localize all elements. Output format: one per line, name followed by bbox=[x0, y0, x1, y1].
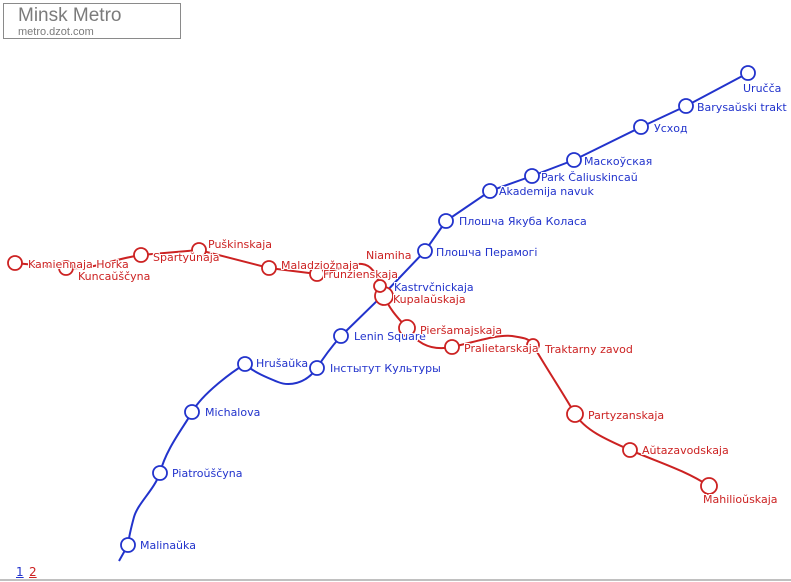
station-label-lenin-square: Lenin Square bbox=[354, 330, 426, 343]
station-marker-puskinskaja bbox=[191, 242, 207, 258]
station-label-kuncauscyna: Kuncaŭščyna bbox=[78, 270, 151, 283]
station-marker-park-caliuskincau bbox=[524, 168, 540, 184]
station-marker-urucca bbox=[740, 65, 756, 81]
station-label-barysauski-trakt: Barysaŭski trakt bbox=[697, 101, 787, 114]
station-label-instytut-kultury: Інстытут Культуры bbox=[330, 362, 441, 375]
station-marker-instytut-kultury bbox=[309, 360, 325, 376]
station-label-kamiennaja-horka: Kamiennaja Horka bbox=[28, 258, 129, 271]
station-label-plosca-jakuba-kolasa: Плошча Якуба Коласа bbox=[459, 215, 587, 228]
station-marker-barysauski-trakt bbox=[678, 98, 694, 114]
station-label-mahiliouskaja: Mahilioŭskaja bbox=[703, 493, 778, 506]
station-marker-spartyunaja bbox=[133, 247, 149, 263]
station-marker-kuncauscyna bbox=[58, 260, 74, 276]
station-label-traktarny-zavod: Traktarny zavod bbox=[545, 343, 633, 356]
station-marker-piersamajskaja bbox=[398, 319, 416, 337]
station-marker-pralietarskaja bbox=[444, 339, 460, 355]
station-label-maskouskaja: Маскоўская bbox=[584, 155, 653, 168]
title-box: Minsk Metro metro.dzot.com bbox=[3, 3, 181, 39]
station-label-pralietarskaja: Pralietarskaja bbox=[464, 342, 539, 355]
station-marker-akademija-navuk bbox=[482, 183, 498, 199]
station-label-spartyunaja: Spartyŭnaja bbox=[153, 251, 220, 264]
station-marker-uskhod bbox=[633, 119, 649, 135]
station-label-piersamajskaja: Pieršamajskaja bbox=[420, 324, 503, 337]
station-label-kastrycnickaja: Kastrvčnickaja bbox=[394, 281, 474, 294]
station-label-uskhod: Усход bbox=[654, 122, 688, 135]
station-marker-malinauka bbox=[120, 537, 136, 553]
site-url: metro.dzot.com bbox=[18, 26, 94, 38]
station-label-plosca-peramohi: Плошча Перамогі bbox=[436, 246, 538, 259]
line-2-link[interactable]: 2 bbox=[29, 565, 37, 579]
station-marker-plosca-peramohi bbox=[417, 243, 433, 259]
station-label-hrusauka: Hrušaŭka bbox=[256, 357, 309, 370]
station-label-niamiha: Niamiha bbox=[366, 249, 412, 262]
station-label-park-caliuskincau: Park Čaliuskincaŭ bbox=[541, 171, 638, 184]
station-marker-maskouskaja bbox=[566, 152, 582, 168]
page-title: Minsk Metro bbox=[18, 5, 122, 26]
station-marker-piatrouscyna bbox=[152, 465, 168, 481]
blue-line-path bbox=[118, 72, 749, 562]
station-label-maladziozhnaja: Maladziožnaja bbox=[281, 259, 359, 272]
station-marker-plosca-jakuba-kolasa bbox=[438, 213, 454, 229]
station-marker-mahiliouskaja bbox=[700, 477, 718, 495]
station-marker-autazavodskaja bbox=[622, 442, 638, 458]
line-1-link[interactable]: 1 bbox=[16, 565, 24, 579]
station-marker-niamiha bbox=[373, 279, 387, 293]
station-marker-hrusauka bbox=[237, 356, 253, 372]
station-label-urucca: Uručča bbox=[743, 82, 782, 95]
station-label-piatrouscyna: Piatroŭščyna bbox=[172, 467, 243, 480]
station-label-frunzienskaja: Frunzienskaja bbox=[323, 268, 399, 281]
station-label-partyzanskaja: Partyzanskaja bbox=[588, 409, 665, 422]
station-marker-kamiennaja-horka bbox=[7, 255, 23, 271]
station-label-malinauka: Malinaŭka bbox=[140, 539, 196, 552]
bottom-divider bbox=[0, 579, 791, 581]
station-marker-michalova bbox=[184, 404, 200, 420]
station-label-akademija-navuk: Akademija navuk bbox=[499, 185, 594, 198]
station-marker-traktarny-zavod bbox=[526, 338, 540, 352]
station-label-michalova: Michalova bbox=[205, 406, 261, 419]
station-marker-maladziozhnaja bbox=[261, 260, 277, 276]
station-label-autazavodskaja: Aŭtazavodskaja bbox=[642, 444, 729, 457]
station-label-kupalauskaja: Kupalaŭskaja bbox=[393, 293, 466, 306]
station-marker-partyzanskaja bbox=[566, 405, 584, 423]
station-marker-lenin-square bbox=[333, 328, 349, 344]
station-marker-frunzienskaja bbox=[309, 266, 325, 282]
station-label-puskinskaja: Puškinskaja bbox=[208, 238, 272, 251]
